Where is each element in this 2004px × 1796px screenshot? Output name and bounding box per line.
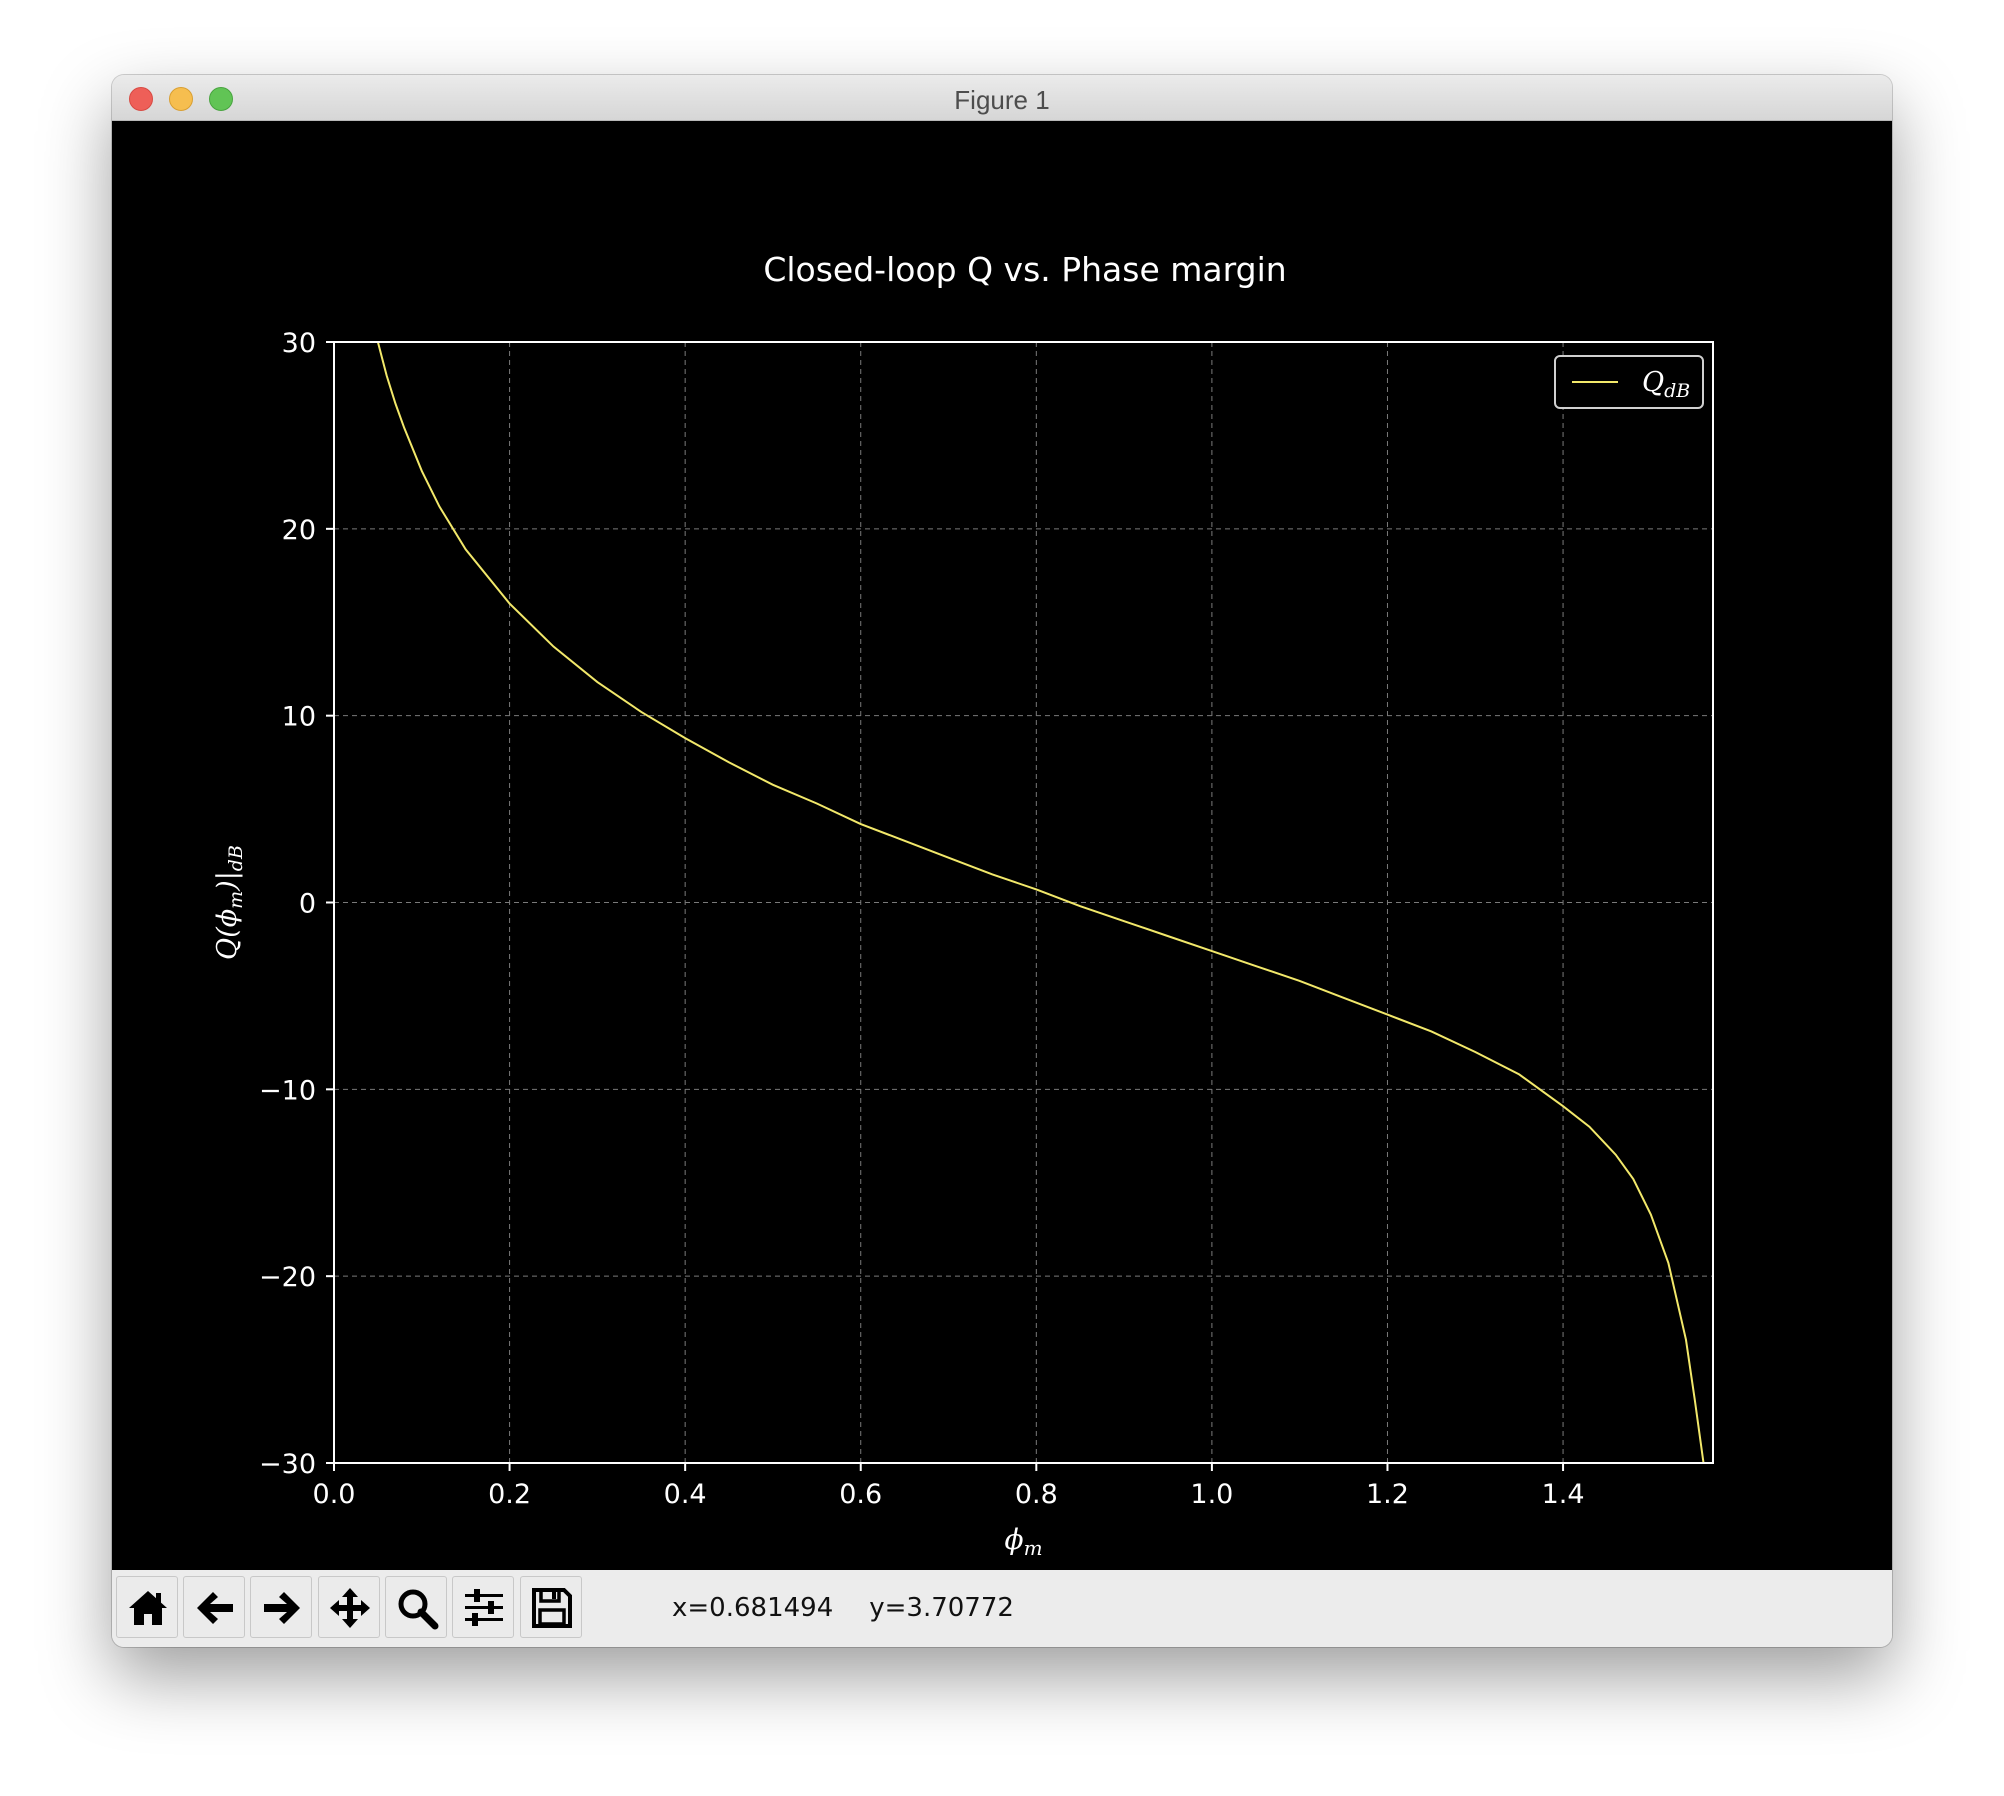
close-window-button[interactable] xyxy=(129,87,153,111)
sliders-icon xyxy=(465,1589,503,1626)
y-tick-label: −10 xyxy=(259,1075,316,1106)
back-button[interactable] xyxy=(183,1576,245,1638)
title-bar: Figure 1 xyxy=(112,75,1892,121)
coord-y: y=3.70772 xyxy=(869,1593,1014,1623)
home-button[interactable] xyxy=(116,1576,178,1638)
maximize-window-button[interactable] xyxy=(209,87,233,111)
axis-ticks: 0.0 0.2 0.4 0.6 0.8 1.0 1.2 1.4 −30 −20 −10 0 10 20 30 xyxy=(259,328,1585,1510)
minimize-window-button[interactable] xyxy=(169,87,193,111)
series-line-qdb xyxy=(376,342,1713,1463)
navigation-toolbar: x=0.681494 y=3.70772 xyxy=(112,1570,1892,1647)
pan-button[interactable] xyxy=(318,1576,380,1638)
x-axis-label: ϕm xyxy=(1004,1523,1042,1560)
y-tick-label: −20 xyxy=(259,1262,316,1293)
move-icon xyxy=(330,1588,370,1628)
y-tick-label: 30 xyxy=(282,328,316,359)
magnifier-icon xyxy=(398,1589,439,1630)
legend-label: QdB xyxy=(1642,367,1690,402)
home-icon xyxy=(129,1591,167,1625)
x-tick-label: 1.2 xyxy=(1366,1479,1409,1510)
y-axis-label: Q(ϕm)|dB xyxy=(212,845,247,960)
x-axis-label-text: ϕm xyxy=(1004,1523,1042,1560)
y-tick-label: −30 xyxy=(259,1449,316,1480)
legend: QdB xyxy=(1554,355,1704,409)
figure-window: Figure 1 Closed-loop Q vs. Phase margin … xyxy=(112,75,1892,1647)
y-tick-label: 0 xyxy=(299,889,316,920)
x-tick-label: 0.4 xyxy=(664,1479,707,1510)
axes-frame xyxy=(333,341,1714,1464)
x-tick-label: 1.0 xyxy=(1190,1479,1233,1510)
chart-title: Closed-loop Q vs. Phase margin xyxy=(763,250,1286,289)
x-tick-label: 0.0 xyxy=(313,1479,356,1510)
coord-x: x=0.681494 xyxy=(672,1593,834,1623)
y-axis-label-text: Q(ϕm)|dB xyxy=(212,845,247,960)
floppy-disk-icon xyxy=(532,1588,572,1628)
x-tick-label: 0.6 xyxy=(839,1479,882,1510)
cursor-coordinates: x=0.681494 y=3.70772 xyxy=(672,1593,1050,1623)
plot-svg: Closed-loop Q vs. Phase margin 0.0 0.2 0.4… xyxy=(212,250,1714,1560)
forward-button[interactable] xyxy=(250,1576,312,1638)
series-layer xyxy=(376,342,1713,1463)
legend-box xyxy=(1554,355,1704,409)
zoom-button[interactable] xyxy=(385,1576,447,1638)
y-tick-label: 10 xyxy=(282,702,316,733)
window-title: Figure 1 xyxy=(954,85,1050,115)
plot-canvas[interactable]: Closed-loop Q vs. Phase margin 0.0 0.2 0.4… xyxy=(112,121,1892,1570)
save-button[interactable] xyxy=(520,1576,582,1638)
arrow-right-icon xyxy=(264,1592,300,1624)
y-tick-label: 20 xyxy=(282,515,316,546)
x-tick-label: 0.2 xyxy=(488,1479,531,1510)
arrow-left-icon xyxy=(197,1592,233,1624)
configure-subplots-button[interactable] xyxy=(452,1576,514,1638)
x-tick-label: 0.8 xyxy=(1015,1479,1058,1510)
x-tick-label: 1.4 xyxy=(1542,1479,1585,1510)
grid-lines xyxy=(333,341,1713,1464)
